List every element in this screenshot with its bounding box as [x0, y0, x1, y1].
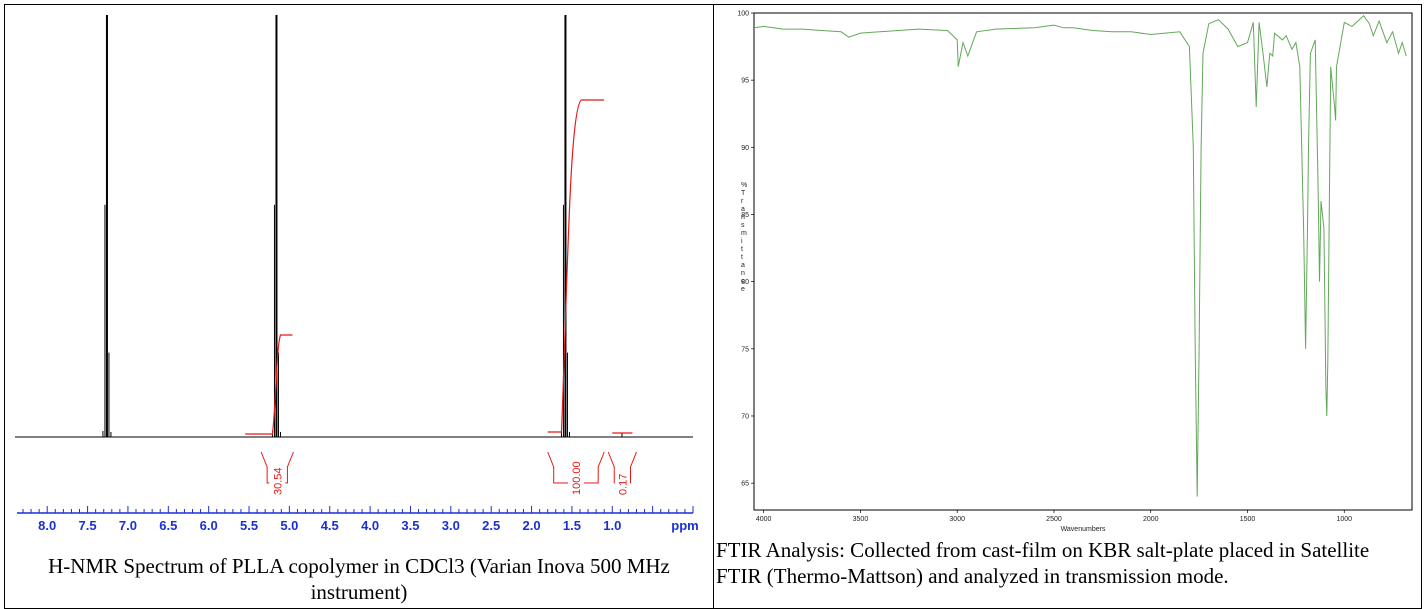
nmr-tick-label: 1.0: [603, 518, 621, 533]
nmr-tick-label: 3.0: [442, 518, 460, 533]
nmr-integral-label: 0.17: [617, 474, 629, 495]
nmr-tick-label: 3.5: [401, 518, 419, 533]
nmr-tick-label: 6.5: [159, 518, 177, 533]
nmr-tick-label: 7.5: [79, 518, 97, 533]
ftir-y-tick-label: 75: [741, 346, 749, 353]
nmr-integral: 0.17: [607, 451, 637, 495]
nmr-axis-unit: ppm: [671, 518, 698, 533]
nmr-tick-label: 7.0: [119, 518, 137, 533]
ftir-series-line: [753, 14, 1407, 497]
ftir-x-tick-label: 1500: [1240, 516, 1256, 523]
nmr-integration-curves: [245, 99, 633, 435]
ftir-y-tick-label: 90: [741, 145, 749, 152]
ftir-x-tick-label: 3500: [853, 516, 869, 523]
nmr-tick-label: 4.5: [321, 518, 339, 533]
nmr-tick-label: 4.0: [361, 518, 379, 533]
nmr-panel: 30.54 100.00 0.17 8.0 7.5 7.0 6.5 6.0 5.5 5.0 4.5 4…: [5, 5, 713, 608]
nmr-tick-label: 5.5: [240, 518, 258, 533]
ftir-y-tick-label: 65: [741, 481, 749, 488]
nmr-integral: 30.54: [260, 451, 294, 495]
ftir-y-tick-label: 100: [737, 11, 749, 18]
ftir-x-tick-label: 4000: [756, 516, 772, 523]
nmr-tick-label: 5.0: [280, 518, 298, 533]
nmr-tick-label: 6.0: [200, 518, 218, 533]
nmr-tick-label: 8.0: [38, 518, 56, 533]
ftir-y-tick-label: 85: [741, 212, 749, 219]
ftir-x-tick-label: 2000: [1143, 516, 1159, 523]
ftir-x-tick-label: 2500: [1046, 516, 1062, 523]
ftir-spectrum-chart: 65 70 75 80 85 90 95 100 4000 3500 3000 2500 2000 150…: [737, 11, 1413, 533]
nmr-peak: [560, 15, 570, 437]
nmr-tick-label: 2.0: [523, 518, 541, 533]
nmr-peak: [102, 15, 112, 437]
nmr-tick-label: 1.5: [563, 518, 581, 533]
nmr-spectrum-chart: 30.54 100.00 0.17 8.0 7.5 7.0 6.5 6.0 5.5 5.0 4.5 4…: [15, 15, 699, 533]
ftir-x-axis-label: Wavenumbers: [1061, 526, 1106, 533]
ftir-panel: 65 70 75 80 85 90 95 100 4000 3500 3000 2500 2000 150…: [714, 5, 1421, 608]
ftir-caption: FTIR Analysis: Collected from cast-film …: [716, 538, 1370, 588]
ftir-y-tick-label: 70: [741, 413, 749, 420]
column-divider: [713, 4, 714, 609]
ftir-y-tick-label: 80: [741, 279, 749, 286]
nmr-integral: 100.00: [547, 451, 605, 495]
ftir-plot-frame: [753, 12, 1413, 511]
nmr-integral-label: 30.54: [272, 467, 284, 495]
nmr-caption: H-NMR Spectrum of PLLA copolymer in CDCl…: [48, 554, 670, 604]
ftir-x-tick-label: 1000: [1336, 516, 1352, 523]
ftir-y-tick-label: 95: [741, 78, 749, 85]
ftir-x-tick-label: 3000: [949, 516, 965, 523]
nmr-tick-label: 2.5: [482, 518, 500, 533]
nmr-integral-label: 100.00: [571, 461, 583, 495]
